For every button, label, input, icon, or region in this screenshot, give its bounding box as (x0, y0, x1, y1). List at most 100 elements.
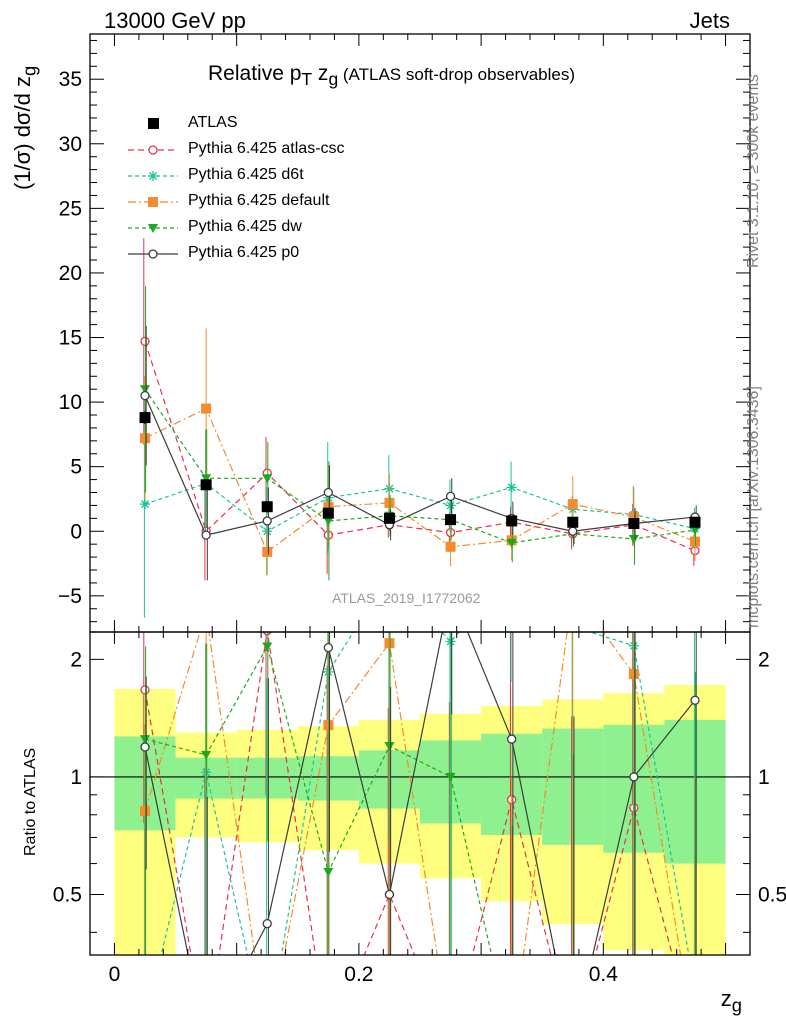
series-0-ratio-point (140, 685, 150, 695)
atlas-point (506, 515, 518, 527)
series-2-point (628, 512, 639, 523)
y-tick-label: 0 (70, 520, 82, 543)
series-0-main (140, 238, 700, 581)
series-3-ratio-line (144, 644, 493, 955)
series-1-ratio-point (445, 636, 456, 647)
series-4-point (445, 491, 456, 502)
series-3-line (144, 388, 696, 544)
y-tick-label: 10 (59, 391, 82, 414)
ratio-tick-label-left: 1 (70, 766, 82, 789)
ratio-frame (89, 631, 751, 956)
series-2-point (384, 497, 395, 508)
series-2-point (445, 541, 456, 552)
ratio-tick-label-right: 2 (758, 648, 770, 671)
series-3-point (690, 525, 700, 535)
series-3-ratio-point (201, 750, 212, 760)
series-2-point (567, 499, 578, 510)
series-0-ratio-point (262, 632, 272, 636)
legend-label-series-0: Pythia 6.425 atlas-csc (188, 140, 345, 157)
atlas-point (200, 479, 212, 491)
series-2-point (323, 501, 334, 512)
series-4-point (262, 516, 272, 526)
ratio-tick-label-right: 1 (758, 766, 770, 789)
legend-symbol (148, 197, 158, 207)
series-3-point (262, 474, 273, 484)
series-2-main (140, 328, 700, 576)
series-4-line (144, 395, 696, 536)
series-3-point (506, 538, 517, 548)
series-4-ratio-point (507, 734, 517, 744)
series-0-point (140, 336, 150, 347)
legend-marker-series-2 (128, 197, 178, 207)
series-3-ratio-point (445, 772, 456, 782)
legend-label-atlas: ATLAS (188, 114, 238, 131)
legend-symbol (148, 145, 158, 155)
main-plot-area (139, 238, 701, 618)
y-tick-label: 5 (70, 456, 82, 479)
series-2-ratio-point (384, 638, 395, 649)
atlas-point (628, 518, 640, 530)
atlas-point (139, 412, 151, 424)
ratio-tick-label-left: 0.5 (53, 884, 82, 907)
y-tick-label: 35 (59, 68, 82, 91)
atlas-point (322, 507, 334, 519)
series-1-point (445, 500, 456, 511)
series-4-point (323, 487, 333, 498)
ratio-axis-label: Ratio to ATLAS (22, 747, 39, 856)
series-4-ratio-point (262, 918, 272, 929)
series-4-ratio-point (384, 889, 395, 900)
series-1-ratio-point (568, 621, 578, 631)
legend-label-series-1: Pythia 6.425 d6t (188, 166, 304, 183)
legend-marker-series-1 (128, 171, 178, 181)
y-tick-label: 25 (59, 197, 82, 220)
series-1-ratio-point (507, 570, 517, 580)
legend-marker-series-4 (128, 249, 178, 259)
ratio-plot-area (90, 570, 750, 1024)
series-2-point (140, 433, 150, 444)
y-tick-label: 20 (59, 262, 82, 285)
series-3-ratio-point (140, 735, 150, 745)
series-1-ratio-point (140, 1015, 150, 1024)
y-axis-label: (1/σ) dσ/d zg (10, 65, 40, 190)
ratio-tick-label-left: 2 (70, 648, 82, 671)
legend-label-series-4: Pythia 6.425 p0 (188, 244, 300, 261)
atlas-point (689, 516, 701, 528)
y-tick-label: −5 (58, 585, 82, 608)
series-4-ratio-point (690, 695, 700, 705)
series-3-point (201, 474, 212, 484)
series-4-ratio-point (629, 772, 639, 782)
ratio-band-inner (420, 740, 482, 824)
legend-symbol (148, 224, 158, 233)
series-2-ratio-point (140, 805, 150, 816)
series-3-ratio-point (384, 742, 395, 752)
x-tick-label: 0.4 (589, 963, 619, 986)
series-0-ratio-line (144, 632, 673, 955)
series-3-main (140, 285, 700, 581)
atlas-point (383, 512, 395, 524)
series-2-point (201, 403, 212, 414)
legend-symbol (148, 249, 158, 259)
legend-marker-atlas (148, 118, 159, 129)
series-1-ratio-point (690, 984, 700, 994)
legend-marker-series-3 (128, 224, 178, 233)
series-2-point (690, 536, 700, 547)
plot-title: Relative pT zg (ATLAS soft-drop observab… (208, 62, 576, 90)
legend-marker-series-0 (128, 145, 178, 155)
series-3-point (140, 385, 150, 395)
series-0-line (144, 341, 696, 552)
series-3-ratio-point (262, 642, 273, 652)
series-4-point (140, 390, 150, 401)
series-2-line (144, 407, 696, 553)
analysis-id-watermark: ATLAS_2019_I1772062 (332, 590, 481, 606)
series-4-ratio-line (144, 632, 696, 955)
series-3-ratio-point (323, 867, 334, 877)
legend-label-series-3: Pythia 6.425 dw (188, 218, 302, 235)
series-2-ratio-point (568, 586, 578, 596)
series-4-ratio-point (140, 742, 150, 752)
series-4-point (568, 526, 578, 536)
legend-symbol (148, 171, 158, 181)
series-4-point (201, 530, 211, 540)
atlas-point (445, 514, 457, 526)
x-tick-label: 0 (109, 963, 121, 986)
